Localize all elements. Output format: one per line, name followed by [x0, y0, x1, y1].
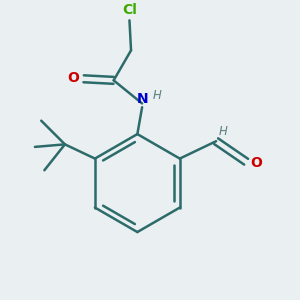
Text: O: O: [68, 71, 80, 85]
Text: H: H: [152, 89, 161, 103]
Text: Cl: Cl: [123, 3, 137, 17]
Text: H: H: [219, 125, 227, 138]
Text: N: N: [136, 92, 148, 106]
Text: O: O: [250, 156, 262, 170]
